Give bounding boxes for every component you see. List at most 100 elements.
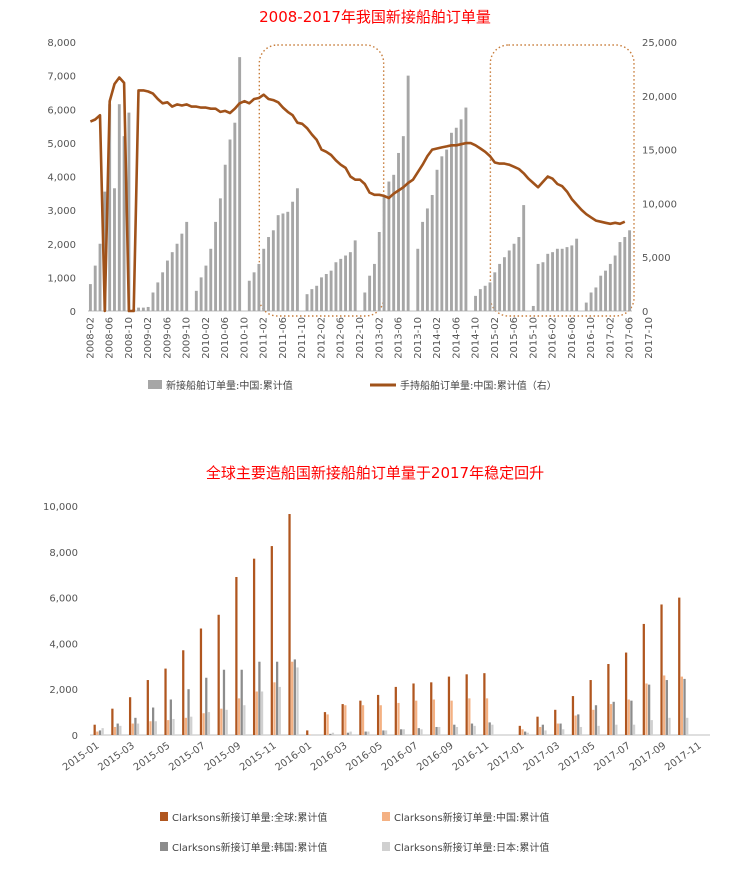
bar-global [394, 686, 397, 735]
bar-korea [683, 678, 686, 735]
x-tick-label: 2009-06 [162, 317, 173, 359]
chart2-title: 全球主要造船国新接船舶订单量于2017年稳定回升 [206, 464, 544, 482]
bar-korea [524, 731, 527, 735]
bar-new-orders [397, 152, 400, 311]
bar-korea [293, 659, 296, 735]
bar-japan [367, 731, 370, 735]
bar-new-orders [103, 191, 107, 311]
bar-new-orders [440, 156, 444, 311]
bar-global [465, 674, 468, 735]
y-right-tick-label: 0 [642, 307, 648, 318]
x-tick-label: 2017-06 [625, 317, 636, 359]
bar-china [131, 723, 134, 735]
y-left-tick-label: 0 [70, 307, 76, 318]
bar-japan [632, 724, 636, 735]
bar-global [182, 650, 185, 735]
bar-korea [594, 705, 598, 735]
bar-global [235, 576, 238, 735]
x-tick-label: 2017-03 [521, 740, 562, 773]
bar-new-orders [291, 201, 295, 311]
x-tick-label: 2010-10 [239, 317, 250, 359]
bar-global [164, 668, 167, 735]
bar-new-orders [377, 231, 381, 311]
bar-new-orders [387, 181, 391, 311]
bar-new-orders [180, 233, 184, 311]
bar-global [252, 558, 256, 735]
x-tick-label: 2014-06 [451, 317, 462, 359]
bar-new-orders [334, 262, 338, 311]
bar-china [96, 731, 99, 735]
bar-new-orders [238, 57, 242, 311]
bar-new-orders [276, 215, 280, 311]
bar-new-orders [161, 272, 165, 311]
legend-swatch-korea [160, 842, 168, 851]
bar-japan [190, 716, 193, 735]
bar-global [483, 673, 486, 735]
bar-new-orders [608, 263, 612, 311]
bar-new-orders [584, 302, 588, 311]
bar-korea [470, 723, 474, 735]
bar-china [326, 714, 329, 735]
bar-new-orders [218, 198, 222, 311]
bar-korea [630, 700, 633, 735]
x-tick-label: 2015-01 [61, 740, 102, 773]
bar-japan [597, 725, 600, 735]
x-tick-label: 2011-06 [278, 317, 289, 359]
bar-china [113, 726, 117, 735]
x-tick-label: 2008-06 [105, 317, 116, 359]
x-tick-label: 2012-10 [355, 317, 366, 359]
chart1-legend: 新接船舶订单量:中国:累计值 手持船舶订单量:中国:累计值（右） [148, 379, 557, 392]
x-tick-label: 2016-03 [309, 740, 350, 773]
bar-new-orders [599, 275, 603, 311]
bar-japan [402, 729, 405, 735]
x-tick-label: 2016-10 [586, 317, 597, 359]
legend-label-china: Clarksons新接订单量:中国:累计值 [394, 811, 549, 824]
bar-china [149, 721, 152, 735]
x-tick-label: 2016-05 [344, 740, 385, 773]
bar-china [415, 700, 418, 735]
bar-global [306, 730, 309, 735]
bar-new-orders [223, 164, 227, 311]
x-tick-label: 2016-11 [451, 740, 492, 773]
x-tick-label: 2015-05 [132, 740, 173, 773]
x-tick-label: 2017-01 [486, 740, 527, 773]
legend-label-holding-orders: 手持船舶订单量:中国:累计值（右） [400, 379, 557, 392]
bar-new-orders [185, 221, 189, 311]
x-tick-label: 2009-10 [182, 317, 193, 359]
bar-japan [473, 725, 476, 735]
bar-new-orders [214, 221, 218, 311]
bar-new-orders [560, 248, 564, 311]
x-tick-label: 2016-09 [415, 740, 456, 773]
bar-new-orders [247, 280, 251, 311]
bar-china [291, 661, 294, 735]
bar-korea [240, 669, 243, 735]
y-left-tick-label: 1,000 [47, 273, 76, 284]
bar-global [288, 514, 291, 735]
bar-new-orders [315, 285, 319, 311]
bar-new-orders [324, 274, 328, 311]
x-tick-label: 2016-07 [380, 740, 421, 773]
bar-japan [119, 725, 122, 735]
bar-new-orders [382, 194, 386, 311]
bar-korea [453, 724, 456, 735]
bar-china [202, 713, 205, 735]
bar-china [397, 702, 400, 735]
bar-japan [438, 726, 441, 735]
bar-korea [417, 728, 420, 735]
bar-china [539, 726, 542, 735]
bar-japan [154, 721, 157, 735]
chart2-legend: Clarksons新接订单量:全球:累计值 Clarksons新接订单量:中国:… [160, 811, 549, 854]
bar-china [521, 729, 524, 735]
chart-domestic-orders: 2008-2017年我国新接船舶订单量 0 1,000 2,000 3,000 4,00… [47, 8, 677, 392]
x-tick-label: 2010-06 [220, 317, 231, 359]
bar-new-orders [474, 295, 477, 311]
bar-korea [187, 689, 190, 735]
bar-new-orders [565, 247, 569, 311]
bar-global [376, 694, 380, 735]
x-tick-label: 2015-03 [96, 740, 137, 773]
bar-global [111, 708, 114, 735]
bar-korea [559, 723, 562, 735]
bar-new-orders [122, 136, 126, 311]
bar-new-orders [498, 263, 502, 311]
bar-global [678, 597, 681, 735]
